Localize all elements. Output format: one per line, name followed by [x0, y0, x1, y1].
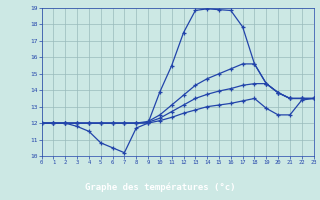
- Text: Graphe des températures (°c): Graphe des températures (°c): [85, 183, 235, 192]
